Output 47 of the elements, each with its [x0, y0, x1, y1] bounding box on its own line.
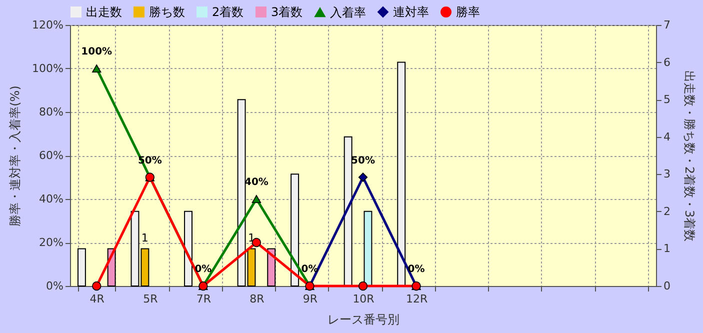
legend-label: 入着率 — [330, 5, 366, 20]
x-tick-label: 8R — [250, 292, 265, 306]
legend-label: 勝ち数 — [149, 5, 185, 19]
x-tick-label: 7R — [196, 292, 212, 306]
bar — [290, 174, 300, 286]
x-tick-label: 5R — [143, 292, 158, 306]
y2-tick-label: 5 — [664, 93, 670, 106]
y2-tick-label: 7 — [664, 18, 670, 32]
data-label: 40% — [244, 177, 268, 188]
y2-tick-label: 2 — [664, 204, 670, 218]
x-tick-label: 10R — [352, 292, 375, 306]
bar — [77, 248, 86, 286]
bar — [184, 210, 192, 286]
x-tick-label: 9R — [302, 292, 318, 306]
legend-label: 連対率 — [393, 5, 429, 19]
y2-tick-label: 1 — [664, 242, 670, 256]
point — [252, 238, 262, 248]
point — [358, 172, 368, 182]
data-label: 100% — [81, 46, 112, 58]
point — [92, 281, 102, 291]
x-tick-label: 12R — [406, 292, 428, 306]
y-tick-label: 100% — [32, 62, 64, 75]
bar — [397, 62, 406, 286]
bar — [344, 136, 352, 286]
y2-tick-label: 3 — [664, 168, 670, 181]
y2-axis-title: 出走数・勝ち数・2着数・3着数 — [682, 70, 696, 242]
y2-tick-label: 4 — [664, 130, 670, 144]
y-tick-label: 20% — [39, 236, 64, 249]
y-axis-title: 勝率・連対率・入着率(%) — [8, 86, 22, 226]
data-label: 1 — [141, 232, 148, 245]
y2-tick-label: 0 — [664, 280, 670, 292]
point — [92, 64, 102, 73]
bar — [267, 248, 276, 286]
legend-label: 2着数 — [212, 5, 244, 19]
x-axis-title: レース番号別 — [328, 312, 400, 326]
legend-label: 3着数 — [271, 5, 303, 19]
y-tick-label: 80% — [39, 106, 64, 118]
y-tick-label: 120% — [32, 18, 64, 32]
x-tick-label: 4R — [90, 292, 105, 306]
point — [358, 281, 368, 291]
y-tick-label: 0% — [46, 280, 64, 292]
legend-label: 出走数 — [86, 5, 122, 19]
y-tick-label: 40% — [39, 192, 64, 206]
y-tick-label: 60% — [39, 149, 64, 162]
y2-tick-label: 6 — [664, 56, 670, 69]
legend-label: 勝率 — [456, 5, 480, 19]
point — [252, 194, 262, 204]
